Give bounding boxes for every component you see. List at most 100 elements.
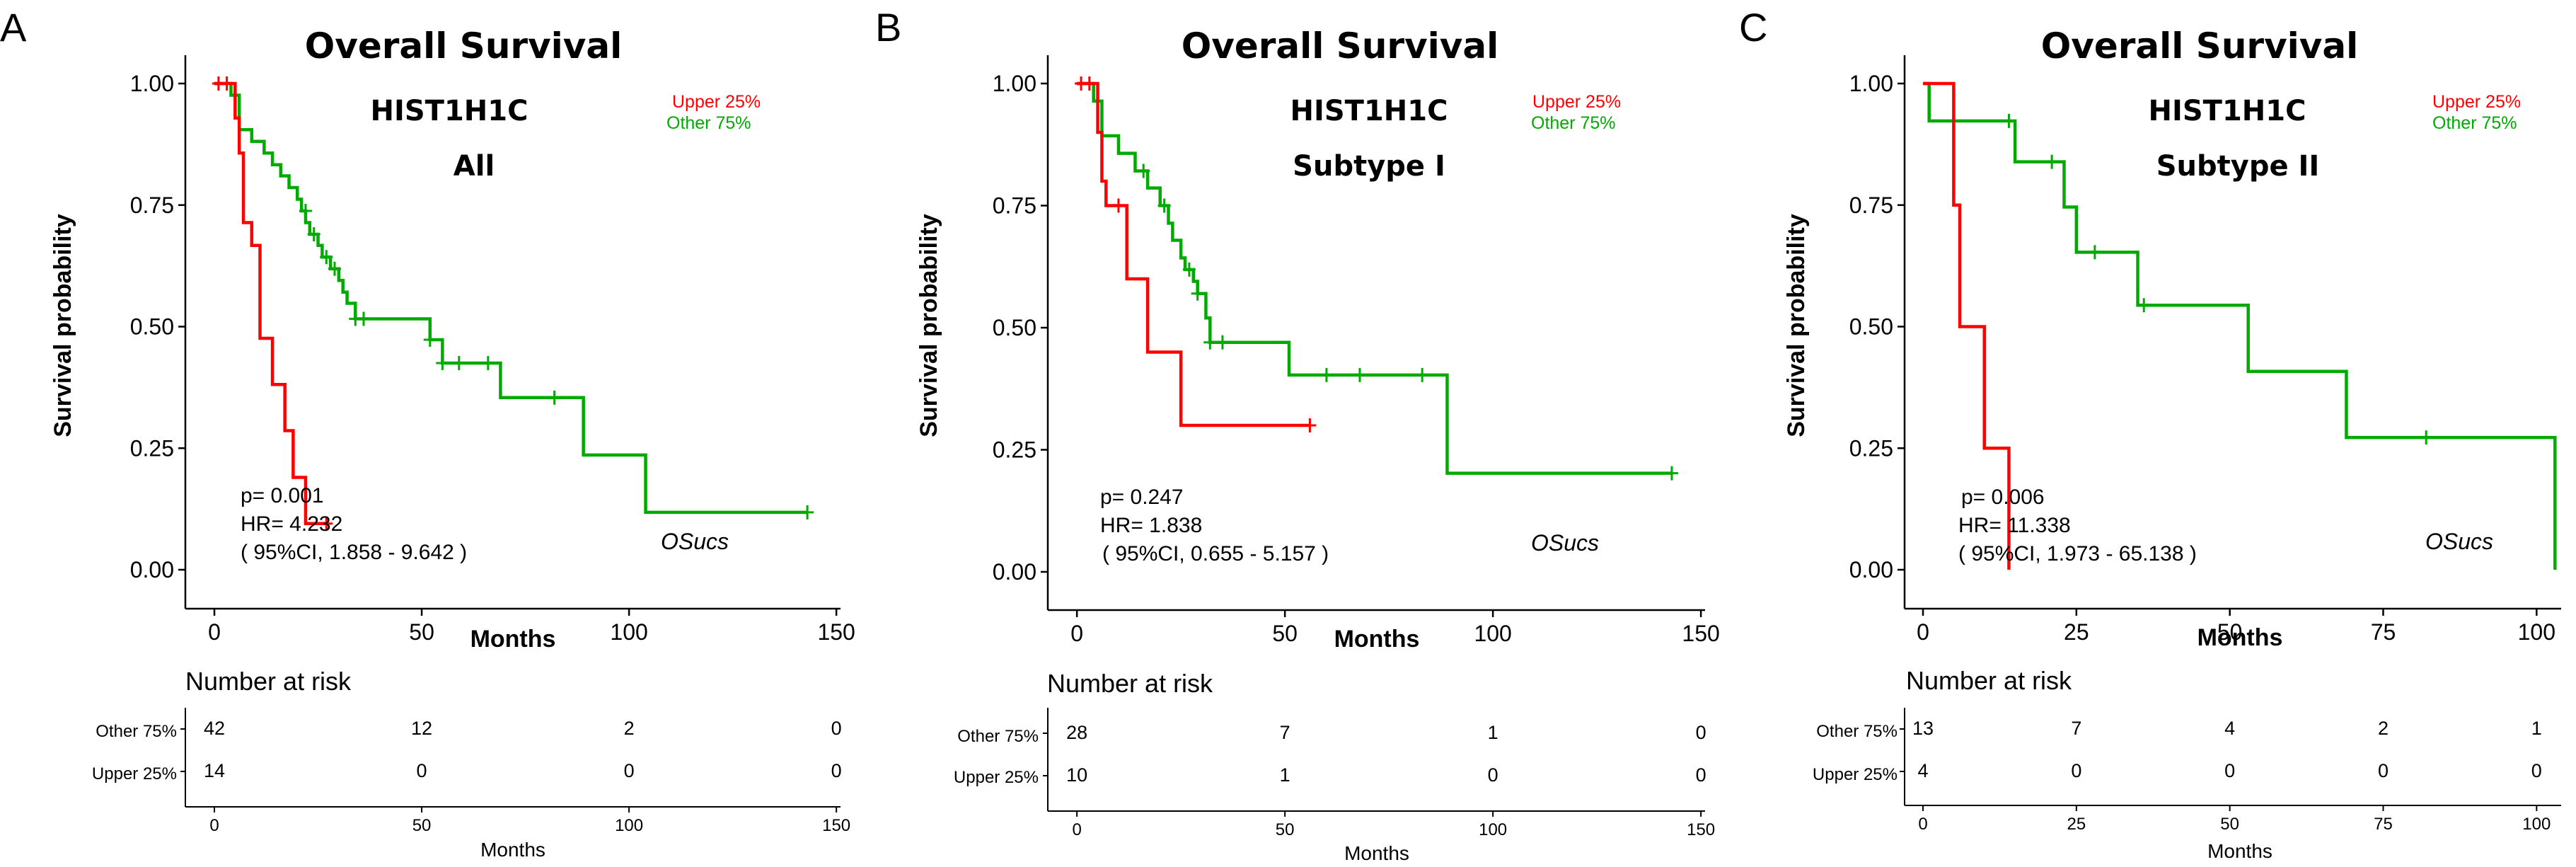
y-tick-label: 0.50 [993,315,1036,340]
y-tick-label: 0.25 [1849,435,1893,461]
risk-row-label: Upper 25% [954,768,1039,787]
endpoint-label: OSucs [1531,530,1599,556]
risk-x-tick-label: 50 [2220,815,2239,834]
censor-mark [423,333,437,348]
x-tick-label: 150 [817,619,855,645]
risk-x-tick-label: 100 [615,816,643,835]
risk-count: 0 [2531,760,2542,781]
risk-table-title: Number at risk [185,667,352,696]
legend-upper: Upper 25% [2432,92,2521,112]
subset-label: Subtype I [1293,150,1445,183]
risk-row-label: Other 75% [957,727,1039,746]
risk-row-label: Upper 25% [92,764,177,783]
risk-x-axis-title: Months [1344,842,1409,864]
censor-mark [357,311,371,326]
y-tick-label: 0.75 [130,193,174,218]
risk-count: 0 [417,760,427,781]
y-tick-label: 0.75 [1849,193,1893,218]
risk-count: 14 [204,760,225,781]
censor-mark [452,356,466,371]
legend-other: Other 75% [666,113,751,133]
censor-mark [1191,286,1204,301]
y-tick-label: 0.25 [130,435,174,461]
x-tick-label: 100 [2518,619,2555,645]
panel-c: C Overall Survival HIST1H1C Subtype II U… [1739,5,2561,862]
censor-mark [2137,298,2151,313]
risk-count: 13 [1912,718,1934,739]
censor-mark [436,356,449,371]
risk-x-tick-label: 100 [2522,815,2551,834]
plot-title: Overall Survival [305,25,623,67]
panel-letter: C [1739,5,1767,50]
y-axis-title: Survival probability [50,214,76,437]
censor-mark [2002,113,2016,128]
p-value: p= 0.001 [241,484,324,507]
legend-other: Other 75% [1531,113,1616,133]
km-plot: 0.00 0.25 0.50 0.75 1.00 0 50 100 150 [130,55,855,645]
risk-count: 0 [831,760,842,781]
series-upper-25-line [1923,81,2011,570]
risk-count: 0 [1696,764,1706,786]
hazard-ratio: HR= 4.232 [241,512,342,536]
risk-count: 12 [411,718,432,739]
censor-mark [328,261,341,276]
x-axis-title: Months [2197,624,2283,651]
risk-count: 0 [2378,760,2389,781]
confidence-interval: ( 95%CI, 0.655 - 5.157 ) [1102,542,1329,565]
risk-x-tick-label: 100 [1479,820,1507,839]
x-tick-label: 150 [1682,621,1719,646]
risk-count: 7 [1280,722,1290,743]
x-tick-label: 0 [1917,619,1929,645]
censor-mark [1303,418,1317,432]
risk-count: 0 [2224,760,2235,781]
endpoint-label: OSucs [661,529,729,554]
plot-title: Overall Survival [2041,25,2359,67]
gene-label: HIST1H1C [1290,95,1448,127]
km-plot: 0.00 0.25 0.50 0.75 1.00 0 50 100 150 [993,55,1720,646]
y-tick-label: 1.00 [993,71,1036,96]
y-tick-label: 0.75 [993,193,1036,219]
risk-count: 0 [624,760,635,781]
risk-x-tick-label: 25 [2067,815,2086,834]
y-tick-label: 1.00 [130,71,174,96]
risk-x-tick-label: 150 [1687,820,1715,839]
risk-count: 4 [2224,718,2235,739]
y-tick-label: 0.00 [130,557,174,582]
risk-count: 0 [1488,764,1498,786]
gene-label: HIST1H1C [371,95,529,127]
x-tick-label: 50 [409,619,434,645]
censor-mark [1353,367,1366,382]
risk-count: 7 [2071,718,2081,739]
x-tick-label: 75 [2371,619,2396,645]
panel-letter: A [0,5,27,50]
y-axis-title: Survival probability [916,214,942,437]
censor-mark [481,356,495,371]
risk-x-tick-label: 0 [1918,815,1927,834]
censor-mark [1157,198,1171,213]
risk-row-label: Other 75% [1816,722,1898,741]
gene-label: HIST1H1C [2149,95,2306,127]
risk-x-tick-label: 0 [209,816,219,835]
risk-count: 0 [2071,760,2081,781]
risk-table: 0 50 100 150 42 12 2 0 14 0 0 0 [180,708,850,835]
risk-count: 1 [1488,722,1498,743]
legend-upper: Upper 25% [1532,92,1621,112]
censor-mark [320,516,333,531]
x-axis-title: Months [1334,626,1420,653]
p-value: p= 0.006 [1961,486,2045,509]
censor-mark [2420,430,2433,445]
series-upper-25-line [214,81,327,525]
censor-mark [299,203,312,218]
subset-label: Subtype II [2156,150,2320,183]
censor-mark [1137,163,1150,178]
x-axis-title: Months [470,626,556,653]
censor-mark [2088,245,2101,260]
x-tick-label: 100 [1474,621,1511,646]
risk-x-tick-label: 150 [822,816,850,835]
endpoint-label: OSucs [2425,529,2493,554]
risk-table: 0 25 50 75 100 13 7 4 2 1 4 0 0 0 0 [1900,708,2561,834]
risk-count: 4 [1918,760,1929,781]
confidence-interval: ( 95%CI, 1.973 - 65.138 ) [1958,542,2197,565]
